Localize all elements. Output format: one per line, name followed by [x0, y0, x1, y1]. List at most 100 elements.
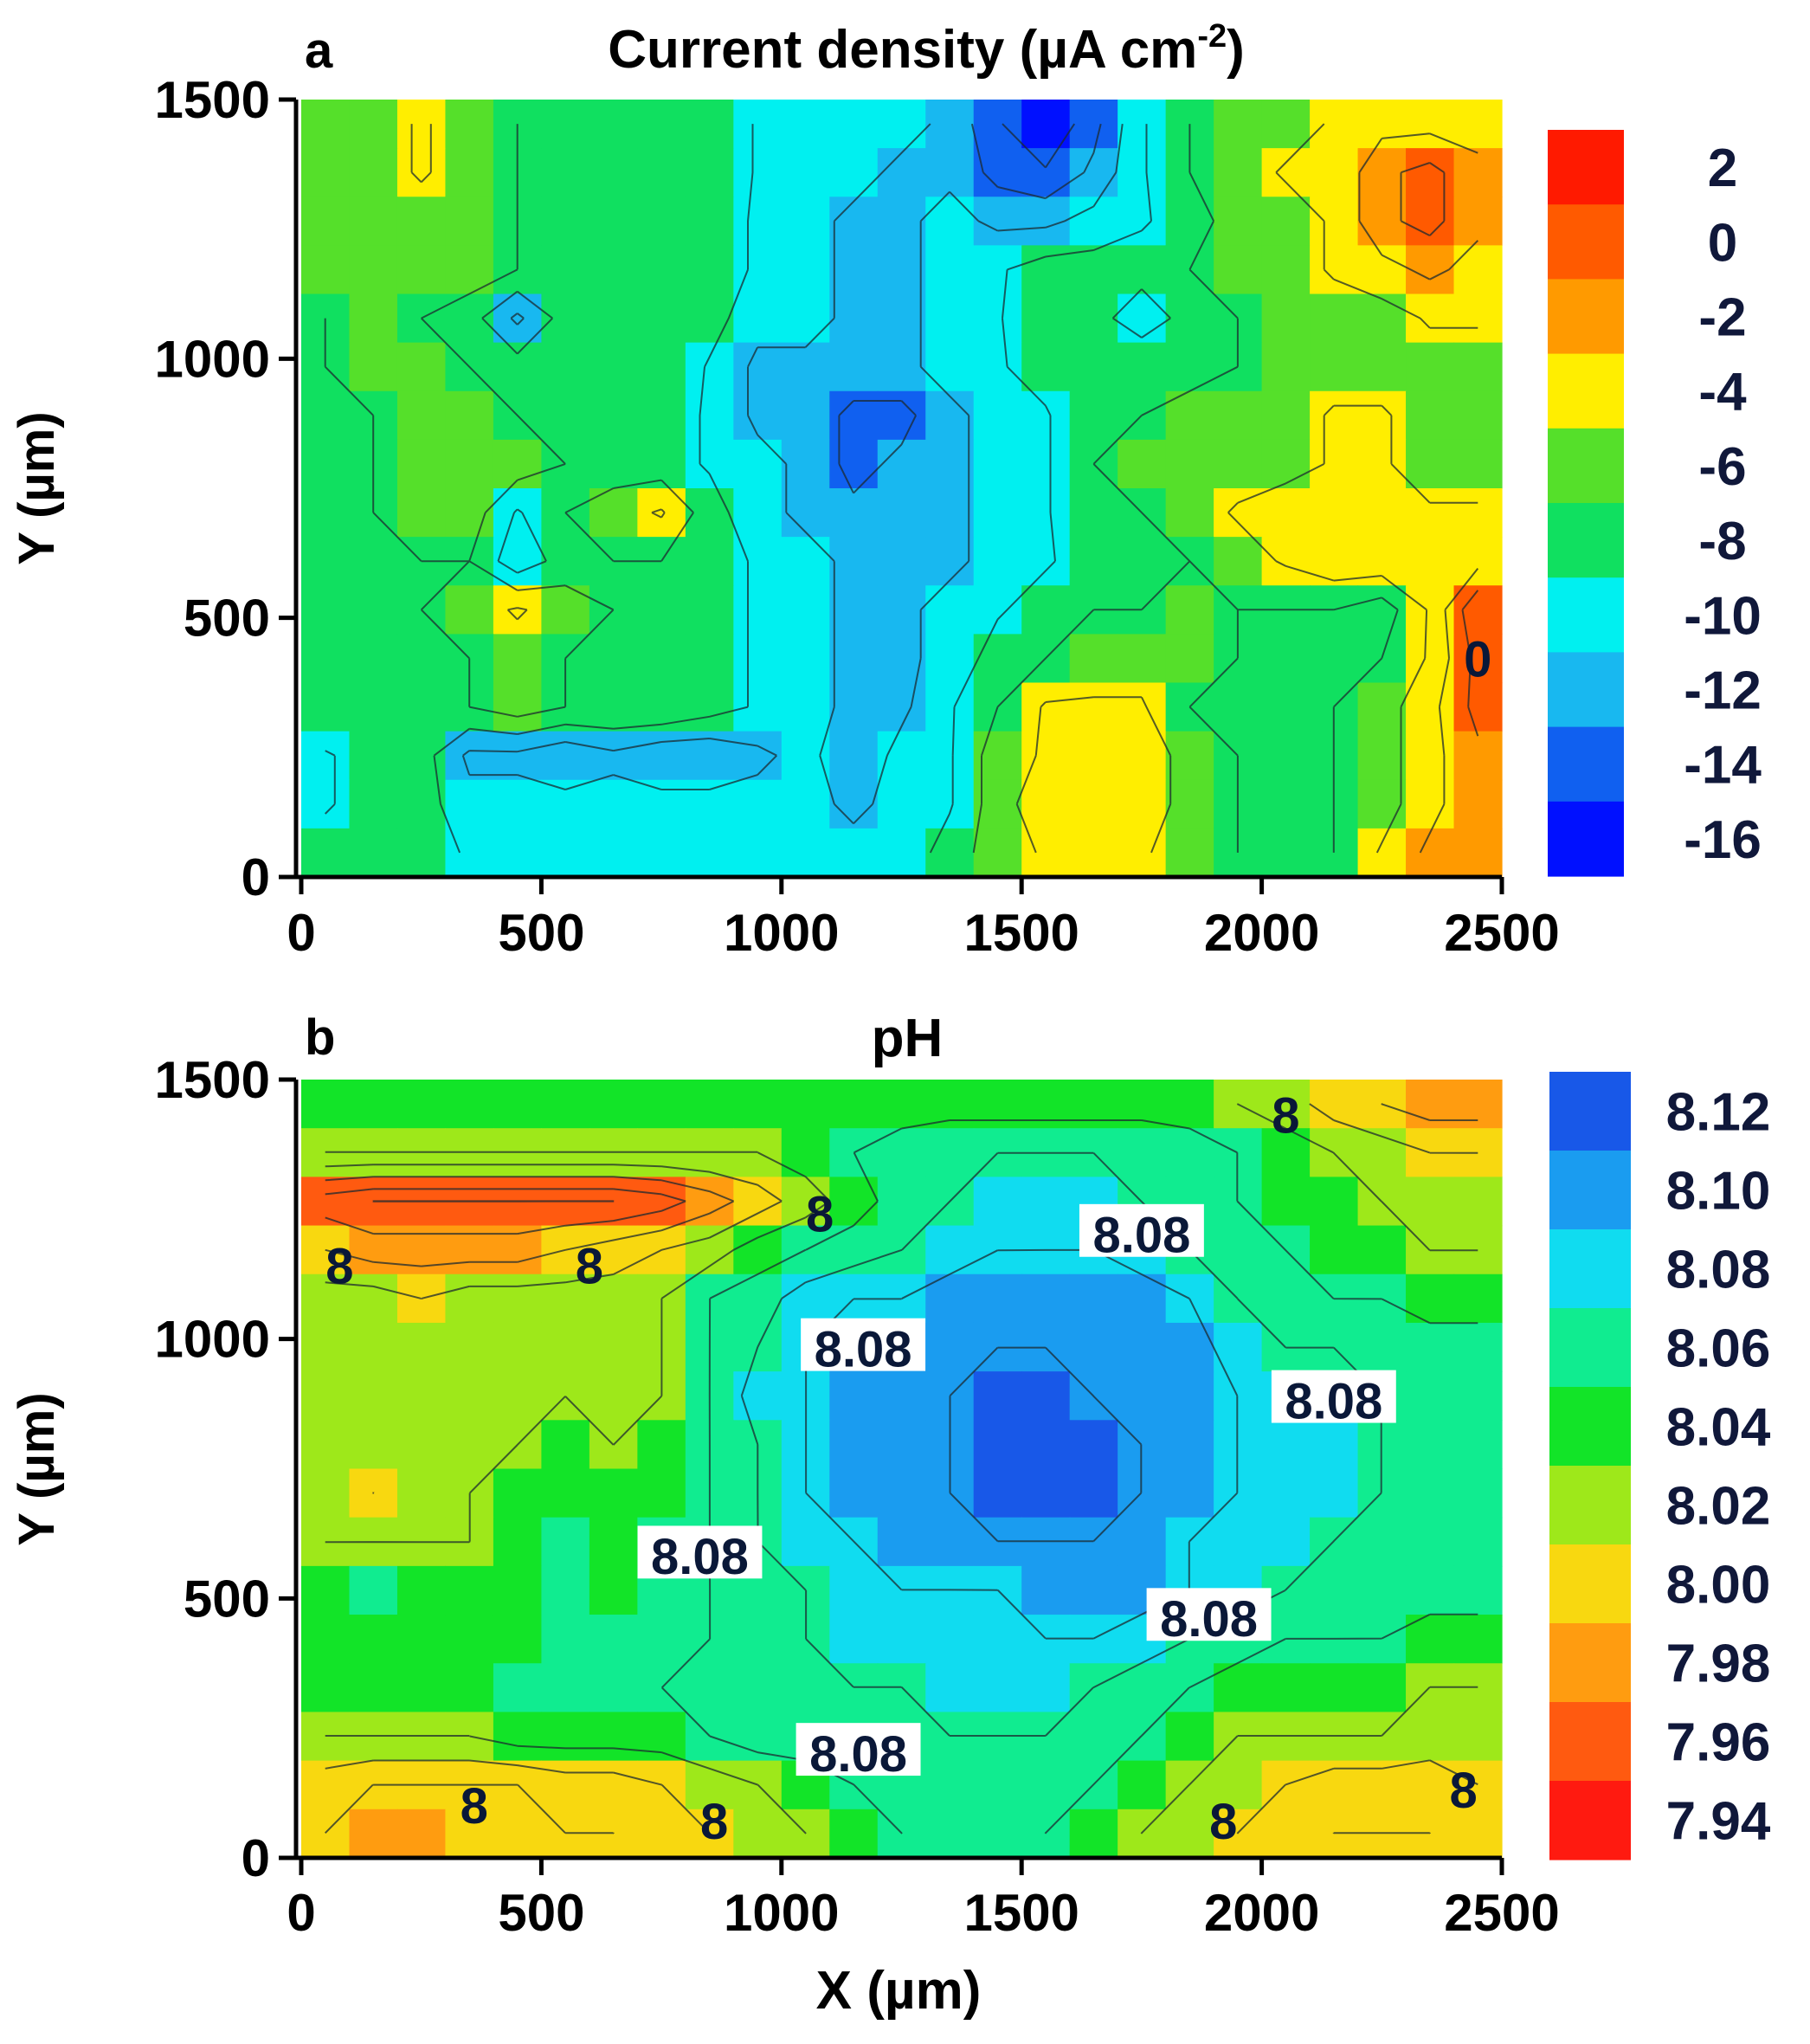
heatmap-cell: [1069, 1420, 1118, 1470]
x-tick-label: 500: [498, 904, 584, 962]
heatmap-cell: [925, 1225, 975, 1275]
heatmap-cell: [1118, 197, 1167, 246]
heatmap-cell: [877, 1177, 926, 1227]
heatmap-cell: [829, 148, 879, 197]
heatmap-cell: [445, 1663, 494, 1713]
heatmap-cell: [1069, 488, 1118, 538]
heatmap-cell: [445, 439, 494, 489]
heatmap-cell: [301, 1565, 351, 1615]
heatmap-cell: [733, 1273, 783, 1324]
heatmap-cell: [1118, 1322, 1167, 1372]
colorbar-swatch: [1549, 1466, 1631, 1545]
heatmap-cell: [877, 828, 926, 878]
panel-a-current-density: a Current density (µA cm-2) 0 0 500 1000 15…: [9, 18, 1762, 962]
heatmap-cell: [925, 585, 975, 635]
contour-label-text: 8.08: [1285, 1373, 1382, 1429]
y-tick-label: 1000: [155, 330, 270, 388]
heatmap-cell: [1021, 390, 1071, 441]
heatmap-cell: [445, 779, 494, 829]
heatmap-cell: [589, 1760, 638, 1810]
colorbar-tick-label: -4: [1698, 363, 1747, 422]
contour-label: 8.08: [1271, 1370, 1396, 1429]
heatmap-cell: [349, 197, 398, 246]
heatmap-cell: [1118, 731, 1167, 781]
heatmap-cell: [877, 634, 926, 684]
heatmap-cell: [1021, 537, 1071, 586]
heatmap-cell: [1357, 1517, 1407, 1567]
colorbar-tick-label: 7.98: [1666, 1635, 1771, 1694]
heatmap-cell: [781, 245, 830, 295]
heatmap-cell: [301, 1468, 351, 1518]
heatmap-cell: [1165, 293, 1214, 344]
colorbar-swatch: [1549, 1229, 1631, 1309]
heatmap-cell: [301, 148, 351, 197]
contour-line: [410, 123, 1478, 854]
contour-label-text: 8: [1449, 1763, 1477, 1819]
heatmap-cell: [1118, 1760, 1167, 1810]
heatmap-cell: [1021, 342, 1071, 392]
heatmap-cell: [733, 779, 783, 829]
heatmap-cell: [685, 585, 734, 635]
heatmap-cell: [301, 779, 351, 829]
heatmap-cell: [1357, 828, 1407, 878]
colorbar-swatch: [1549, 1623, 1631, 1703]
heatmap-cell: [733, 293, 783, 344]
heatmap-cell: [589, 779, 638, 829]
colorbar-swatch: [1549, 1387, 1631, 1467]
contour-label: 8.08: [1146, 1588, 1272, 1647]
colorbar-tick-label: -10: [1684, 586, 1762, 646]
heatmap-cell: [1021, 682, 1071, 732]
colorbar-tick-label: -2: [1698, 288, 1746, 348]
heatmap-cell: [877, 293, 926, 344]
heatmap-cell: [301, 585, 351, 635]
heatmap-cell: [541, 585, 590, 635]
heatmap-cell: [445, 1420, 494, 1470]
heatmap-cell: [1165, 585, 1214, 635]
heatmap-cell: [637, 245, 686, 295]
heatmap-cell: [973, 1420, 1022, 1470]
heatmap-cell: [589, 197, 638, 246]
heatmap-cell: [1310, 1565, 1359, 1615]
heatmap-cell: [589, 390, 638, 441]
heatmap-cell: [301, 1177, 351, 1227]
heatmap-cell: [1069, 1322, 1118, 1372]
heatmap-cell: [973, 1080, 1022, 1129]
heatmap-cell: [733, 585, 783, 635]
heatmap-cell: [1406, 148, 1455, 197]
heatmap-cell: [733, 100, 783, 149]
contour-label: 8: [325, 1238, 353, 1294]
heatmap-cell: [1453, 1371, 1503, 1421]
colorbar-swatch: [1549, 1702, 1631, 1782]
heatmap-cell: [1069, 1809, 1118, 1859]
heatmap-cell: [589, 342, 638, 392]
heatmap-cell: [733, 1809, 783, 1859]
heatmap-cell: [925, 1760, 975, 1810]
colorbar-tick-label: 8.10: [1666, 1162, 1771, 1222]
heatmap-cell: [1310, 634, 1359, 684]
heatmap-cell: [733, 731, 783, 781]
heatmap-cell: [925, 293, 975, 344]
contour-label: 0: [1464, 631, 1491, 687]
heatmap-cell: [685, 439, 734, 489]
heatmap-cell: [925, 488, 975, 538]
heatmap-cell: [781, 390, 830, 441]
heatmap-cell: [925, 1517, 975, 1567]
heatmap-cell: [1069, 1468, 1118, 1518]
heatmap-cell: [349, 1565, 398, 1615]
heatmap-cell: [877, 1128, 926, 1177]
y-tick-label: 1000: [155, 1311, 270, 1369]
contour-line: [325, 1103, 1478, 1834]
x-tick-label: 2000: [1204, 904, 1319, 962]
heatmap-cell: [396, 1663, 447, 1713]
colorbar-tick-label: 2: [1708, 139, 1737, 198]
heatmap-cell: [1261, 634, 1311, 684]
heatmap-cell: [1069, 537, 1118, 586]
contour-label-text: 8: [576, 1238, 603, 1294]
heatmap-cell: [1069, 100, 1118, 149]
heatmap-cell: [637, 1615, 686, 1664]
heatmap-cell: [445, 731, 494, 781]
heatmap-cell: [1261, 100, 1311, 149]
heatmap-cell: [925, 148, 975, 197]
heatmap-cell: [493, 585, 542, 635]
heatmap-cell: [1453, 1177, 1503, 1227]
